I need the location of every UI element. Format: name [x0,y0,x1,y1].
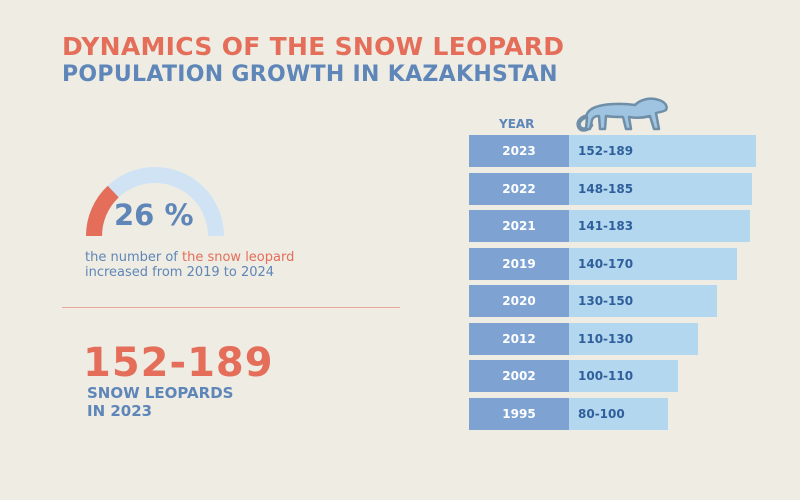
page-title-line1: DYNAMICS OF THE SNOW LEOPARD [62,32,565,61]
bar-row-2012: 2012 110-130 [469,323,698,355]
bar-row-2020: 2020 130-150 [469,285,717,317]
growth-caption: the number of the snow leopard increased… [85,250,294,280]
bar-value: 130-150 [569,285,717,317]
bar-year-label: 2023 [469,135,569,167]
growth-caption-line2: increased from 2019 to 2024 [85,265,275,280]
bar-row-2022: 2022 148-185 [469,173,752,205]
bar-year-label: 1995 [469,398,569,430]
growth-caption-line1: the number of the snow leopard [85,250,294,265]
bar-row-2023: 2023 152-189 [469,135,756,167]
bar-value: 80-100 [569,398,668,430]
growth-caption-prefix: the number of [85,250,182,265]
population-caption-line1: SNOW LEOPARDS [87,384,234,402]
bar-value: 141-183 [569,210,750,242]
population-2023-caption: SNOW LEOPARDS IN 2023 [87,384,233,420]
bar-year-label: 2021 [469,210,569,242]
population-2023-value: 152-189 [83,340,274,386]
bar-year-label: 2020 [469,285,569,317]
growth-caption-highlight: the snow leopard [182,250,295,265]
bar-value: 100-110 [569,360,678,392]
year-column-header: YEAR [499,117,535,131]
bar-value: 140-170 [569,248,737,280]
growth-gauge [86,167,224,237]
bar-year-label: 2019 [469,248,569,280]
bar-year-label: 2012 [469,323,569,355]
divider [62,307,400,308]
bar-value: 152-189 [569,135,756,167]
page-title-line2: POPULATION GROWTH IN KAZAKHSTAN [62,62,558,87]
bar-row-1995: 1995 80-100 [469,398,668,430]
bar-year-label: 2002 [469,360,569,392]
population-caption-line2: IN 2023 [87,402,153,420]
bar-row-2019: 2019 140-170 [469,248,737,280]
growth-percent: 26 % [114,198,194,232]
snow-leopard-icon [576,97,668,132]
bar-year-label: 2022 [469,173,569,205]
bar-value: 148-185 [569,173,752,205]
bar-value: 110-130 [569,323,698,355]
gauge-fill [86,185,119,237]
bar-row-2021: 2021 141-183 [469,210,750,242]
bar-row-2002: 2002 100-110 [469,360,678,392]
